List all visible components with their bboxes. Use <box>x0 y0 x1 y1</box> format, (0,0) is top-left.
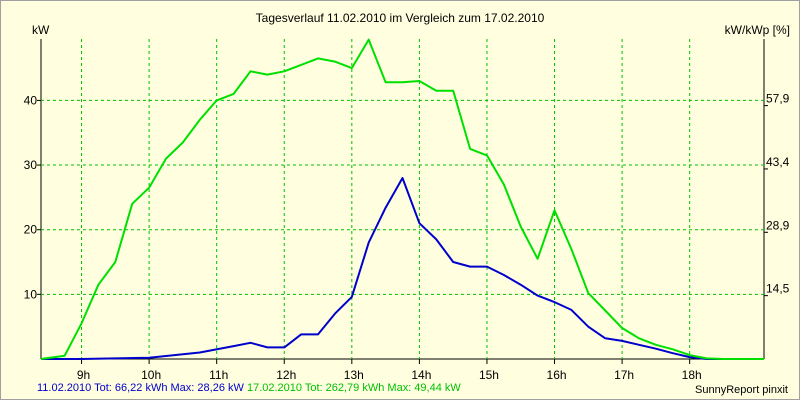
x-tick-label: 10h <box>141 368 161 382</box>
credit-text: SunnyReport pinxit <box>695 384 788 396</box>
y-tick-label-left: 40 <box>24 93 38 107</box>
x-tick-label: 13h <box>344 368 364 382</box>
x-tick-label: 11h <box>209 368 228 382</box>
x-tick-label: 12h <box>276 368 296 382</box>
right-axis-unit: kW/kWp [%] <box>724 23 790 37</box>
x-tick-label: 18h <box>682 368 702 382</box>
x-tick-label: 9h <box>77 368 90 382</box>
legend-footer: 11.02.2010 Tot: 66,22 kWh Max: 28,26 kW … <box>37 382 461 394</box>
y-tick-label-left: 10 <box>24 287 38 301</box>
y-tick-label-left: 20 <box>24 223 38 237</box>
left-axis-unit: kW <box>32 23 50 37</box>
x-tick-label: 15h <box>479 368 499 382</box>
series-line-2 <box>40 38 764 360</box>
y-tick-label-left: 30 <box>24 158 38 172</box>
y-tick-label-right: 14,5 <box>766 282 790 296</box>
x-tick-label: 17h <box>614 368 634 382</box>
series-line-1 <box>41 177 764 360</box>
x-tick-label: 16h <box>547 368 567 382</box>
y-tick-label-right: 57,9 <box>766 92 790 106</box>
legend-series-2: 17.02.2010 Tot: 262,79 kWh Max: 49,44 kW <box>246 382 461 394</box>
x-tick-label: 14h <box>411 368 431 382</box>
chart-title: Tagesverlauf 11.02.2010 im Vergleich zum… <box>255 11 545 25</box>
y-tick-label-right: 43,4 <box>766 155 790 169</box>
y-tick-label-right: 28,9 <box>766 218 790 232</box>
legend-series-1: 11.02.2010 Tot: 66,22 kWh Max: 28,26 kW <box>37 382 244 394</box>
